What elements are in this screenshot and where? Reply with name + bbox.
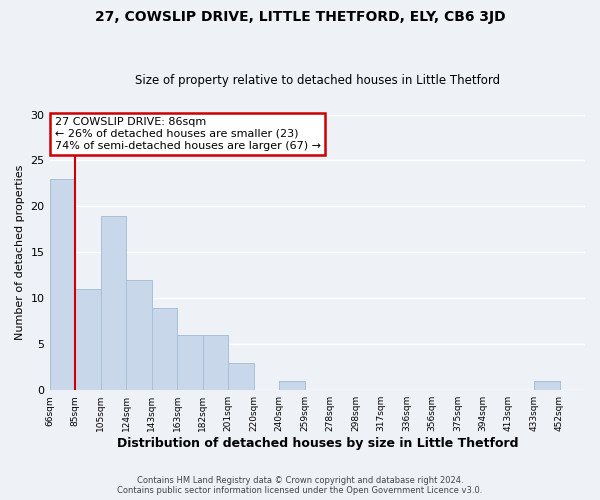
Bar	[534, 381, 560, 390]
Text: Contains HM Land Registry data © Crown copyright and database right 2024.
Contai: Contains HM Land Registry data © Crown c…	[118, 476, 482, 495]
Bar	[126, 280, 152, 390]
Bar	[101, 216, 126, 390]
Bar	[177, 335, 203, 390]
Bar	[228, 362, 254, 390]
Bar	[203, 335, 228, 390]
Bar	[152, 308, 177, 390]
Text: 27, COWSLIP DRIVE, LITTLE THETFORD, ELY, CB6 3JD: 27, COWSLIP DRIVE, LITTLE THETFORD, ELY,…	[95, 10, 505, 24]
Y-axis label: Number of detached properties: Number of detached properties	[15, 164, 25, 340]
Bar	[279, 381, 305, 390]
Text: 27 COWSLIP DRIVE: 86sqm
← 26% of detached houses are smaller (23)
74% of semi-de: 27 COWSLIP DRIVE: 86sqm ← 26% of detache…	[55, 118, 321, 150]
Title: Size of property relative to detached houses in Little Thetford: Size of property relative to detached ho…	[135, 74, 500, 87]
X-axis label: Distribution of detached houses by size in Little Thetford: Distribution of detached houses by size …	[116, 437, 518, 450]
Bar	[75, 289, 101, 390]
Bar	[50, 179, 75, 390]
